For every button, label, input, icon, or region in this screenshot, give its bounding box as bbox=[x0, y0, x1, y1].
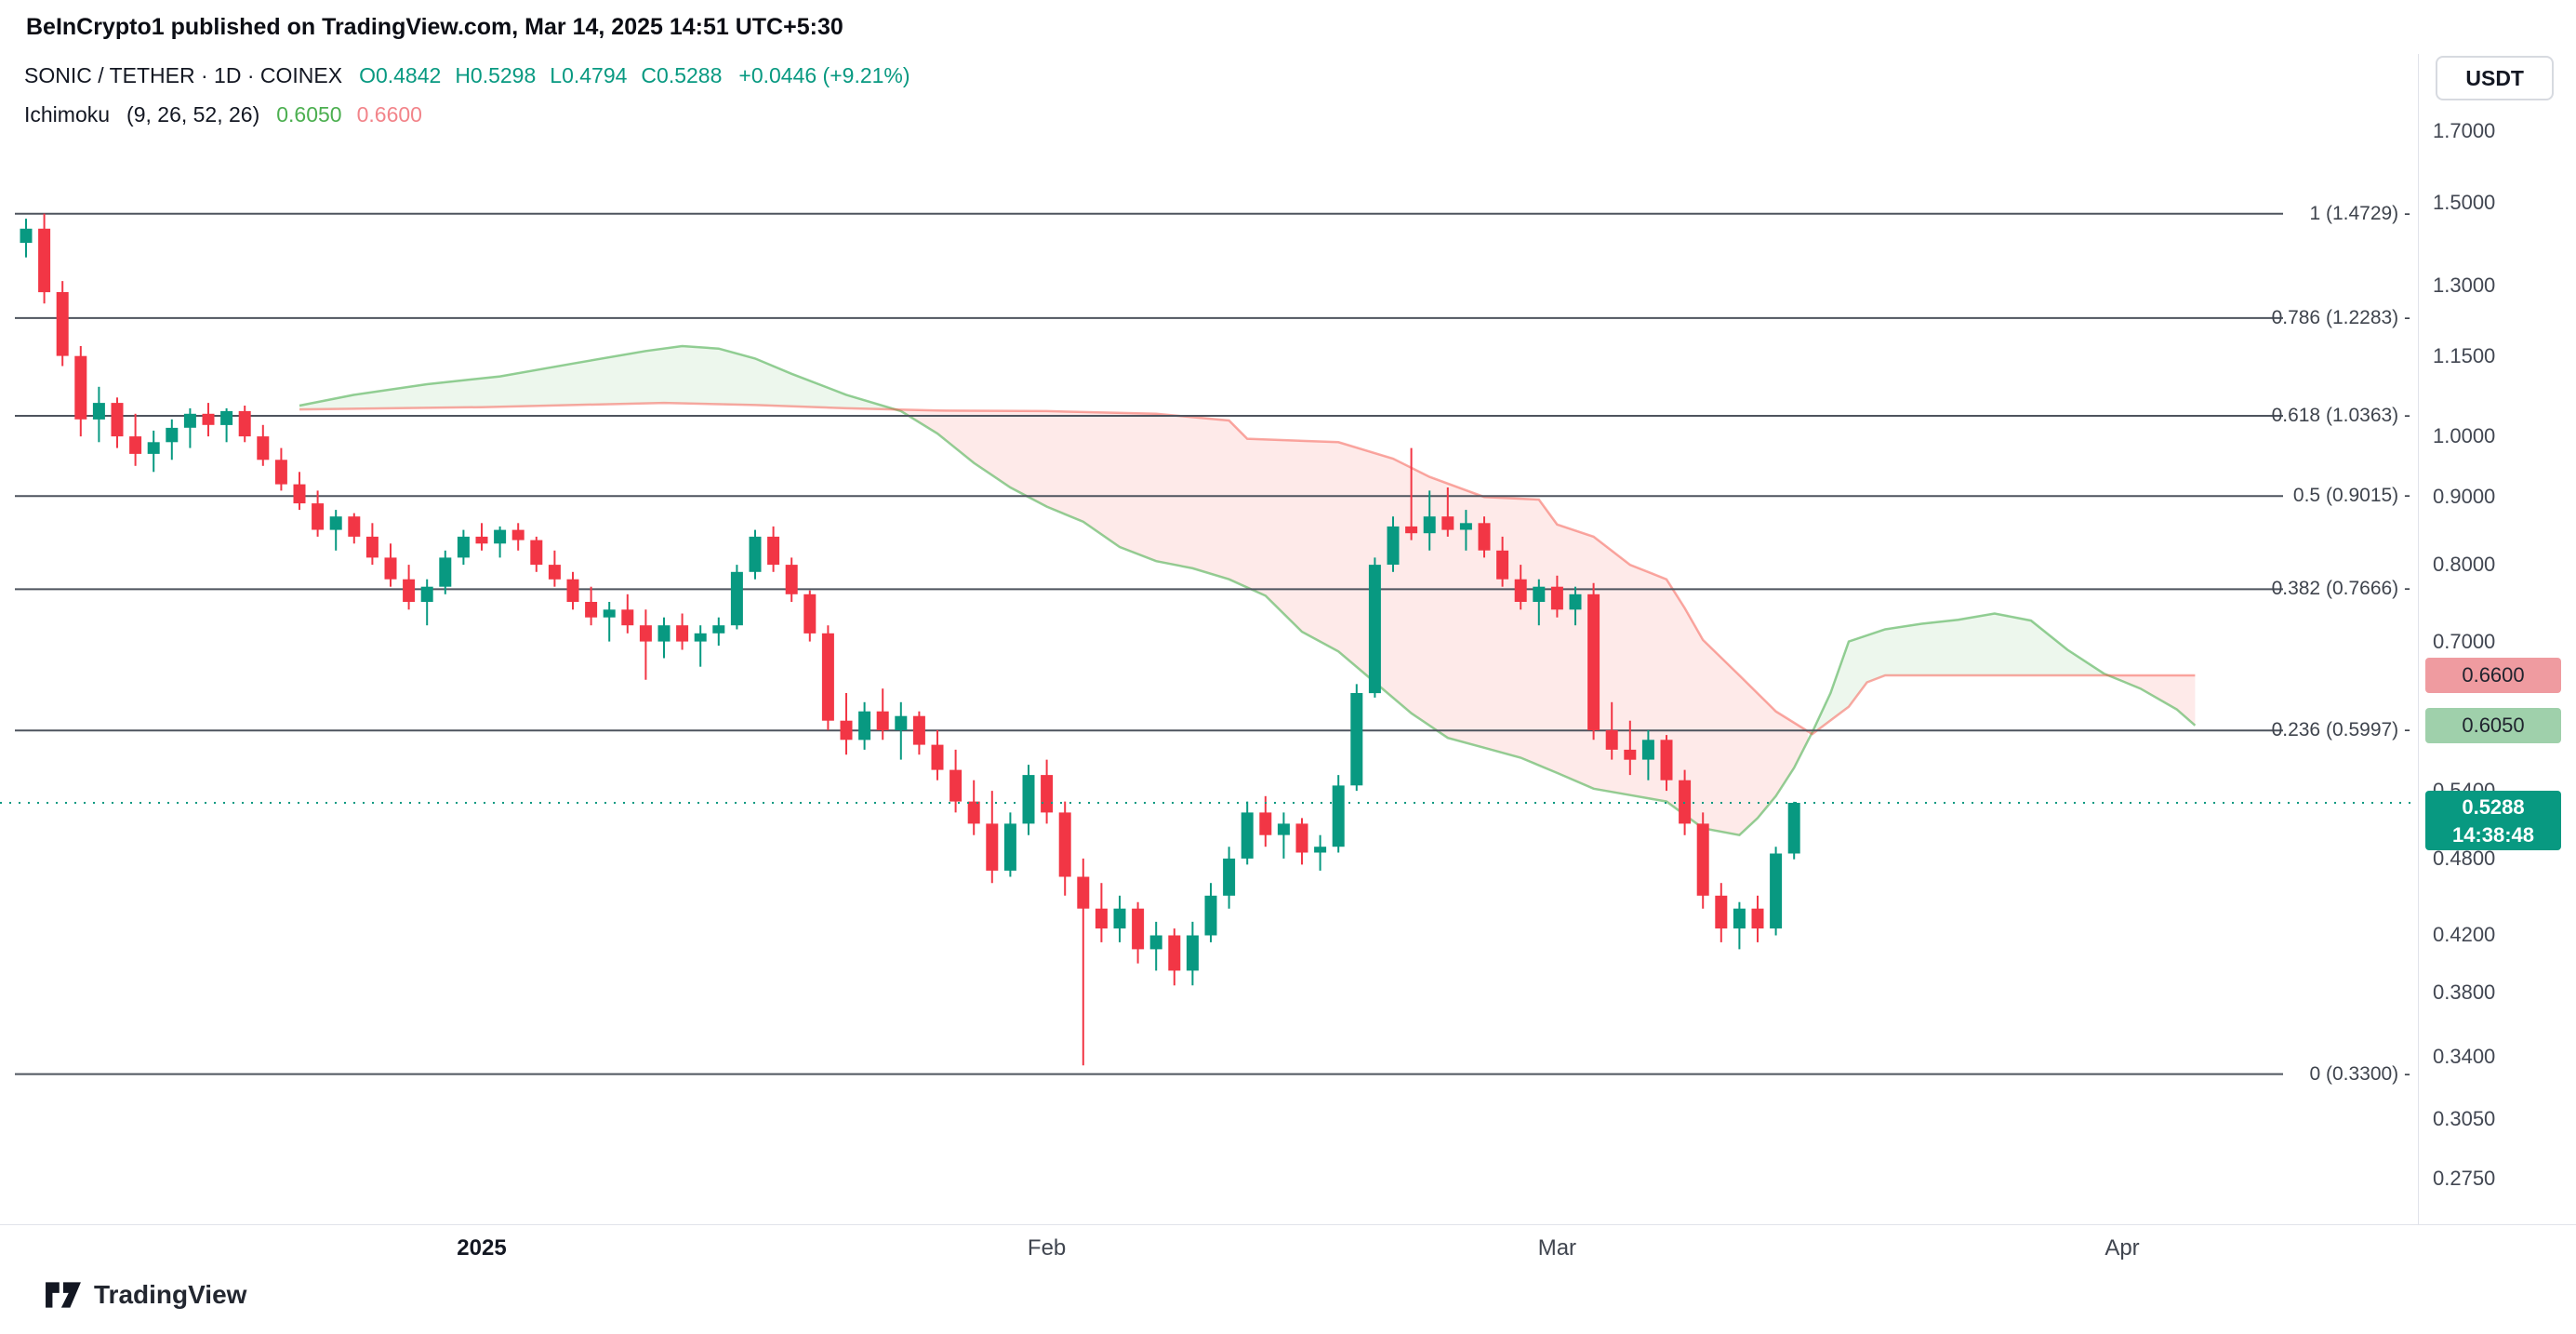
symbol-title: SONIC / TETHER · 1D · COINEX bbox=[24, 63, 343, 87]
price-tick: 1.5000 bbox=[2433, 191, 2496, 215]
ichimoku-span-a-price-label: 0.6050 bbox=[2425, 707, 2561, 743]
candles bbox=[20, 213, 1800, 1066]
price-tick: 0.3800 bbox=[2433, 980, 2496, 1005]
ichimoku-span-value: 0.6600 bbox=[356, 102, 422, 127]
fib-level-label: 0.382 (0.7666) - bbox=[2271, 578, 2410, 600]
indicator-params: (9, 26, 52, 26) bbox=[126, 102, 260, 127]
price-tick: 0.4800 bbox=[2433, 846, 2496, 870]
currency-toggle-button[interactable]: USDT bbox=[2436, 56, 2554, 100]
ohlc-values: O0.4842 H0.5298 L0.4794 C0.5288 bbox=[359, 63, 722, 88]
indicator-name: Ichimoku bbox=[24, 102, 111, 127]
price-tick: 0.4200 bbox=[2433, 923, 2496, 947]
last-price-label: 0.5288 14:38:48 bbox=[2425, 791, 2561, 851]
ohlc-h: H0.5298 bbox=[455, 63, 537, 87]
attribution-text: BeInCrypto1 published on TradingView.com… bbox=[26, 13, 843, 40]
attribution-bar: BeInCrypto1 published on TradingView.com… bbox=[0, 0, 2576, 54]
change-value: +0.0446 (+9.21%) bbox=[738, 63, 910, 87]
time-axis-label: Mar bbox=[1537, 1235, 1577, 1261]
price-tick: 1.1500 bbox=[2433, 343, 2496, 367]
fib-level-label: 0 (0.3300) - bbox=[2309, 1062, 2410, 1085]
price-tick: 0.2750 bbox=[2433, 1167, 2496, 1191]
ohlc-l: L0.4794 bbox=[550, 63, 628, 87]
indicator-legend-row: Ichimoku (9, 26, 52, 26) 0.6050 0.6600 bbox=[24, 102, 910, 127]
time-axis-label: Apr bbox=[2105, 1235, 2140, 1261]
ichimoku-span-b-price-label: 0.6600 bbox=[2425, 658, 2561, 693]
price-tick: 0.9000 bbox=[2433, 485, 2496, 509]
price-tick: 0.8000 bbox=[2433, 553, 2496, 577]
fib-level-label: 1 (1.4729) - bbox=[2309, 202, 2410, 224]
fib-level-label: 0.5 (0.9015) - bbox=[2292, 485, 2410, 507]
price-tick: 1.3000 bbox=[2433, 273, 2496, 297]
fib-level-label: 0.786 (1.2283) - bbox=[2271, 306, 2410, 328]
chart-legend: SONIC / TETHER · 1D · COINEX O0.4842 H0.5… bbox=[24, 63, 910, 141]
tradingview-logo-icon bbox=[46, 1282, 81, 1308]
ohlc-c: C0.5288 bbox=[641, 63, 723, 87]
fib-level-label: 0.236 (0.5997) - bbox=[2271, 719, 2410, 741]
time-axis-separator bbox=[0, 1224, 2576, 1225]
price-tick: 1.7000 bbox=[2433, 119, 2496, 142]
ohlc-o: O0.4842 bbox=[359, 63, 442, 87]
symbol-legend-row: SONIC / TETHER · 1D · COINEX O0.4842 H0.5… bbox=[24, 63, 910, 88]
fib-level-label: 0.618 (1.0363) - bbox=[2271, 405, 2410, 427]
time-axis[interactable] bbox=[0, 1224, 2576, 1334]
ichimoku-span-value: 0.6050 bbox=[276, 102, 342, 127]
price-tick: 0.3400 bbox=[2433, 1045, 2496, 1069]
time-axis-label: 2025 bbox=[457, 1235, 507, 1261]
tradingview-watermark[interactable]: TradingView bbox=[45, 1280, 246, 1310]
fib-retracement-lines bbox=[15, 212, 2283, 1075]
time-axis-label: Feb bbox=[1027, 1235, 1067, 1261]
price-tick: 0.3050 bbox=[2433, 1107, 2496, 1131]
price-axis-separator bbox=[2418, 54, 2419, 1224]
price-tick: 1.0000 bbox=[2433, 424, 2496, 448]
indicator-values: 0.6050 0.6600 bbox=[276, 102, 422, 127]
price-tick: 0.7000 bbox=[2433, 629, 2496, 653]
tradingview-logo-text: TradingView bbox=[94, 1280, 247, 1309]
